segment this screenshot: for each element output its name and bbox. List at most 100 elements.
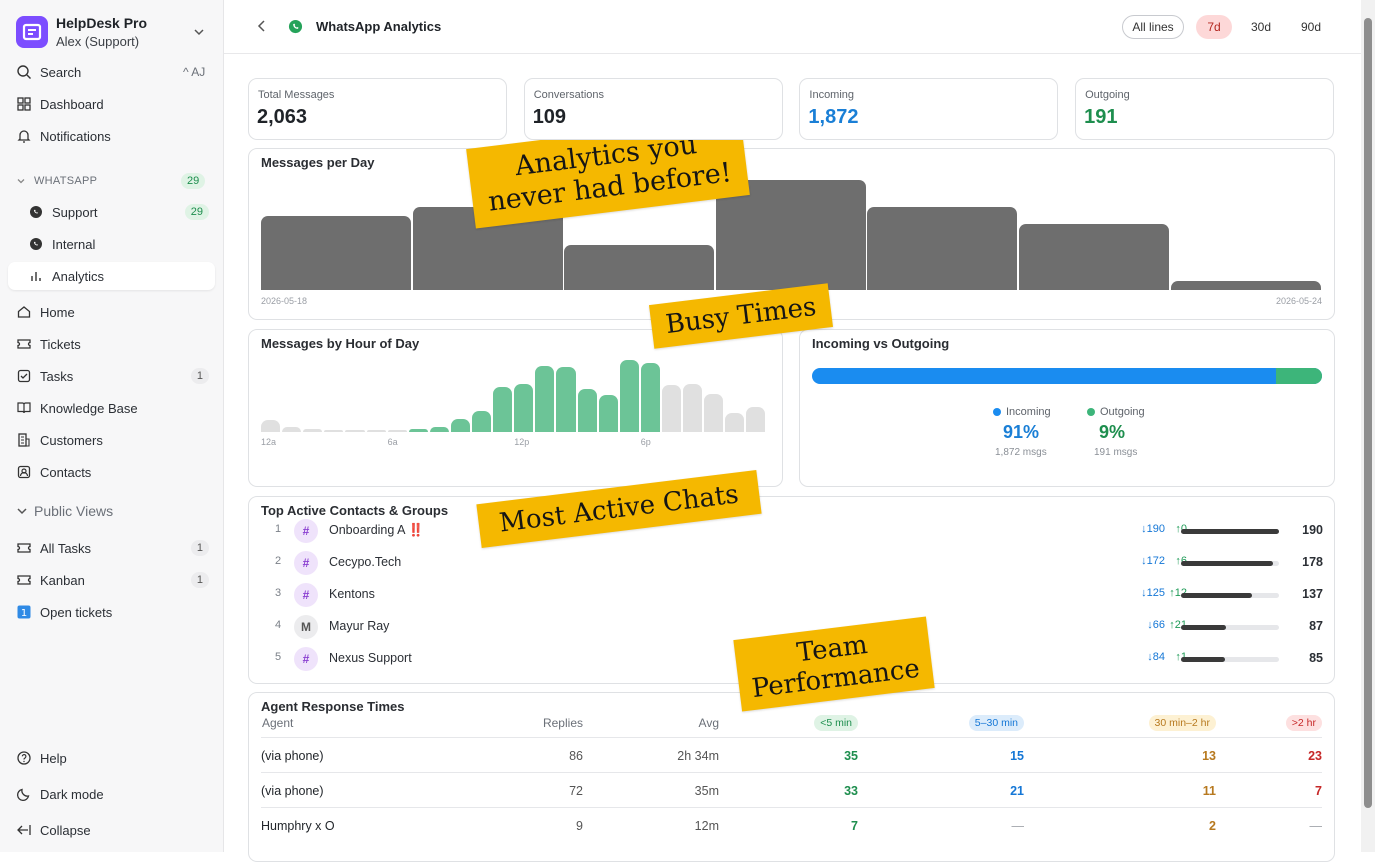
- sidebar-item-home[interactable]: Home: [8, 298, 215, 326]
- dashboard-icon: [17, 97, 31, 111]
- keycap-one-icon: 1: [17, 605, 31, 619]
- sidebar-item-count: 1: [190, 368, 209, 384]
- hour-bar: [303, 428, 323, 432]
- hour-bar: [408, 428, 428, 432]
- contact-icon: [17, 465, 31, 479]
- incoming-legend-label: Incoming: [1006, 406, 1051, 418]
- hour-bar: [556, 367, 576, 432]
- sidebar-item-internal[interactable]: Internal: [8, 230, 215, 258]
- contact-avatar: #: [294, 647, 318, 671]
- hour-bar: [640, 363, 660, 432]
- incoming-outgoing-bar: [812, 368, 1322, 384]
- kpi-value: 109: [532, 106, 567, 128]
- sidebar-item-tasks[interactable]: Tasks 1: [8, 362, 215, 390]
- sidebar-item-help[interactable]: Help: [8, 744, 215, 772]
- agent-avg: 2h 34m: [677, 749, 719, 763]
- contact-total: 137: [1302, 587, 1323, 601]
- sidebar-item-all-tasks[interactable]: All Tasks 1: [8, 534, 215, 562]
- outgoing-dot: [1087, 408, 1095, 416]
- agent-row[interactable]: (via phone) 72 35m 33 21 11 7: [261, 772, 1322, 807]
- sidebar-item-analytics[interactable]: Analytics: [8, 262, 215, 290]
- agent-response-title: Agent Response Times: [261, 699, 405, 714]
- agent-row[interactable]: (via phone) 86 2h 34m 35 15 13 23: [261, 737, 1322, 772]
- contact-row[interactable]: 2#Cecypo.Tech↓172↑6178: [249, 547, 1335, 579]
- help-icon: [17, 751, 31, 765]
- range-30d-button[interactable]: 30d: [1250, 20, 1272, 34]
- contact-row[interactable]: 4 M Mayur Ray ↓66 ↑21 87: [249, 611, 1335, 643]
- day-bar: [564, 245, 715, 290]
- hour-bar: [429, 426, 449, 432]
- col-agent: Agent: [262, 716, 294, 730]
- sidebar-item-open-tickets[interactable]: 1 Open tickets: [8, 598, 215, 626]
- contact-volume-fill: [1181, 561, 1273, 566]
- contact-incoming: ↓66: [1147, 619, 1165, 631]
- agent-row[interactable]: Humphry x O 9 12m 7 — 2 —: [261, 807, 1322, 842]
- contact-name[interactable]: Cecypo.Tech: [329, 555, 402, 569]
- outgoing-legend: Outgoing: [1087, 406, 1145, 418]
- range-90d-button[interactable]: 90d: [1300, 20, 1322, 34]
- main-content: WhatsApp Analytics All lines 7d 30d 90d …: [224, 0, 1361, 862]
- public-views-section-header[interactable]: Public Views: [16, 503, 113, 519]
- contact-rank: 4: [275, 619, 282, 631]
- search-button[interactable]: Search: [8, 58, 215, 86]
- agent-avg: 35m: [694, 784, 719, 798]
- line-filter-dropdown[interactable]: All lines: [1122, 15, 1184, 39]
- sidebar-item-tickets[interactable]: Tickets: [8, 330, 215, 358]
- whatsapp-section-header[interactable]: WHATSAPP: [16, 175, 97, 187]
- chevron-down-icon[interactable]: [193, 26, 205, 38]
- kpi-card-outgoing: Outgoing 191: [1075, 78, 1335, 140]
- hour-bar: [450, 418, 471, 432]
- contact-row[interactable]: 5#Nexus Support↓84↑185: [249, 643, 1335, 675]
- agent-agent: (via phone): [261, 784, 324, 798]
- kpi-label: Incoming: [809, 89, 855, 101]
- hour-bar: [345, 429, 365, 432]
- contact-name[interactable]: Nexus Support: [329, 651, 412, 665]
- contact-avatar: #: [294, 519, 318, 543]
- contact-rank: 2: [275, 555, 282, 567]
- sidebar-item-customers[interactable]: Customers: [8, 426, 215, 454]
- sidebar-item-contacts[interactable]: Contacts: [8, 458, 215, 486]
- agent-response-card: Agent Response Times Agent Replies Avg <…: [248, 692, 1335, 862]
- contact-total: 178: [1302, 555, 1323, 569]
- scrollbar-thumb[interactable]: [1364, 18, 1372, 808]
- hour-bar: [535, 366, 555, 432]
- sidebar-item-dashboard[interactable]: Dashboard: [8, 90, 215, 118]
- sidebar-item-label: Analytics: [52, 268, 105, 284]
- public-views-title: Public Views: [34, 503, 114, 519]
- sidebar-item-label: Notifications: [40, 128, 111, 144]
- sidebar-item-knowledge-base[interactable]: Knowledge Base: [8, 394, 215, 422]
- sidebar-item-support[interactable]: Support 29: [8, 198, 215, 226]
- agent-b3: 11: [1202, 784, 1216, 798]
- sidebar-item-label: Help: [40, 750, 67, 766]
- range-7d-button[interactable]: 7d: [1196, 15, 1232, 39]
- contact-name[interactable]: Onboarding A ‼️: [329, 523, 424, 537]
- sidebar-item-collapse[interactable]: Collapse: [8, 816, 215, 844]
- contact-volume-bar: [1181, 657, 1279, 662]
- agent-b2: 21: [1010, 784, 1024, 798]
- col-replies: Replies: [542, 716, 583, 730]
- agent-b1: 7: [851, 819, 858, 833]
- kpi-value: 1,872: [808, 106, 859, 128]
- agent-b3: 13: [1202, 749, 1216, 763]
- app-logo[interactable]: [16, 16, 48, 48]
- contact-row[interactable]: 3 # Kentons ↓125 ↑12 137: [249, 579, 1335, 611]
- top-contacts-title: Top Active Contacts & Groups: [261, 503, 449, 518]
- scrollbar[interactable]: [1361, 0, 1375, 852]
- ticket-icon: [17, 543, 31, 553]
- sidebar-item-notifications[interactable]: Notifications: [8, 122, 215, 150]
- hour-bar: [746, 407, 766, 432]
- contact-avatar: #: [294, 551, 318, 575]
- sidebar-item-dark-mode[interactable]: Dark mode: [8, 780, 215, 808]
- sidebar-item-kanban[interactable]: Kanban 1: [8, 566, 215, 594]
- back-arrow-icon[interactable]: [256, 18, 268, 34]
- contact-volume-fill: [1181, 529, 1279, 534]
- date-end-label: 2026-05-24: [1275, 296, 1322, 306]
- contact-name[interactable]: Mayur Ray: [329, 619, 390, 633]
- contact-name[interactable]: Kentons: [329, 587, 375, 601]
- contact-rank: 5: [275, 651, 282, 663]
- incoming-vs-outgoing-card: Incoming vs Outgoing Incoming 91% 1,872 …: [799, 329, 1335, 487]
- sidebar-item-count: 1: [190, 572, 209, 588]
- collapse-icon: [17, 825, 31, 835]
- agent-b2: 15: [1010, 749, 1024, 763]
